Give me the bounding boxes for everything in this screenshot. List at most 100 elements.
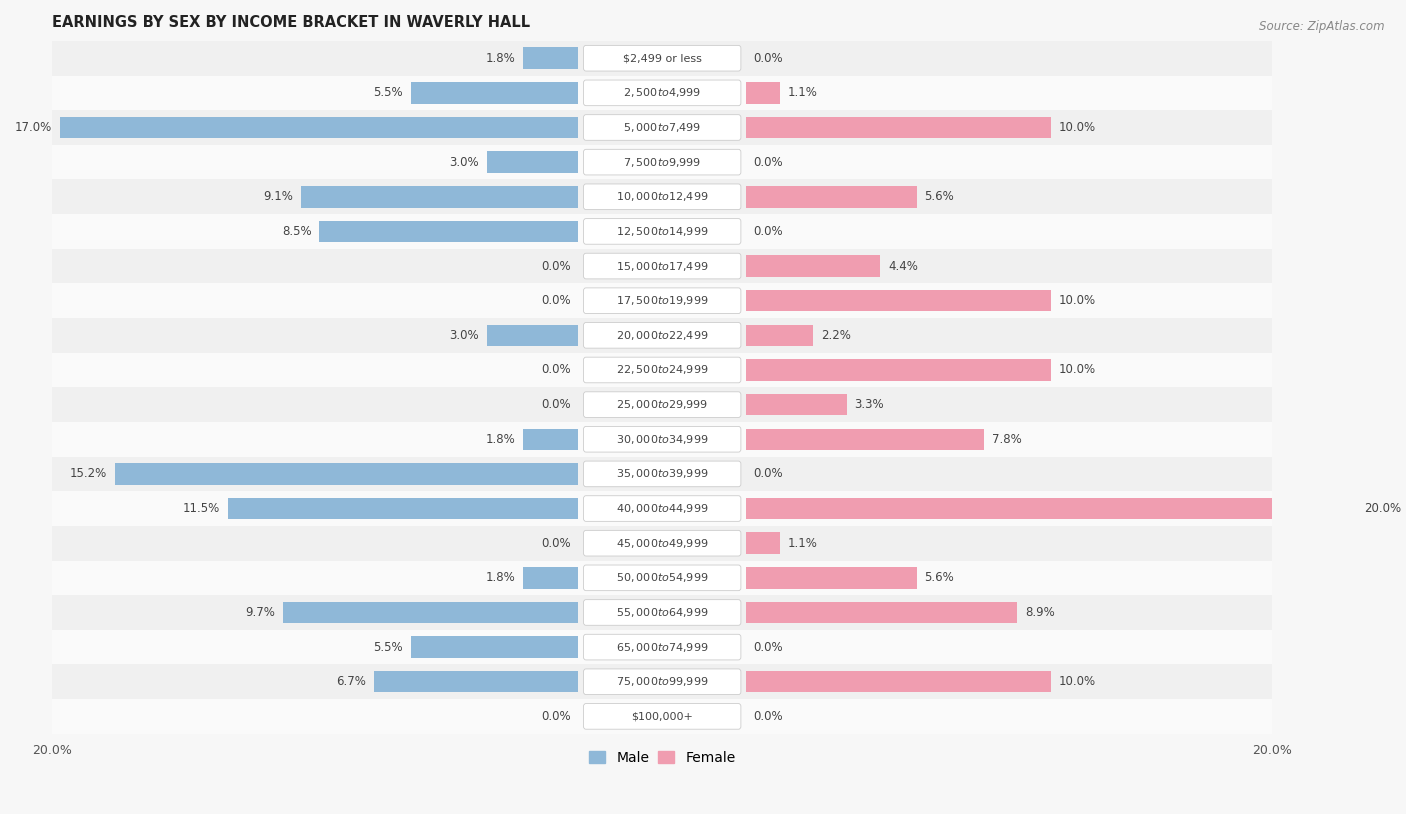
FancyBboxPatch shape [583,669,741,694]
Bar [52,664,1272,699]
Bar [52,110,1272,145]
Text: 5.6%: 5.6% [925,571,955,584]
Bar [747,290,1052,312]
Bar [52,526,1272,561]
Bar [52,318,1272,352]
Bar [747,82,779,103]
Text: 8.9%: 8.9% [1025,606,1054,619]
Text: 0.0%: 0.0% [754,641,783,654]
FancyBboxPatch shape [583,80,741,106]
Text: 5.5%: 5.5% [374,86,404,99]
Bar [747,428,984,450]
Bar [52,699,1272,733]
FancyBboxPatch shape [583,634,741,660]
Text: 11.5%: 11.5% [183,502,219,515]
Text: 10.0%: 10.0% [1059,364,1095,377]
Bar [523,567,578,589]
Text: 0.0%: 0.0% [541,260,571,273]
Text: 1.8%: 1.8% [486,571,516,584]
Text: 5.5%: 5.5% [374,641,404,654]
Text: $65,000 to $74,999: $65,000 to $74,999 [616,641,709,654]
Bar [228,498,578,519]
Bar [486,151,578,173]
Text: 4.4%: 4.4% [887,260,918,273]
Text: 5.6%: 5.6% [925,190,955,204]
FancyBboxPatch shape [583,184,741,209]
Text: $75,000 to $99,999: $75,000 to $99,999 [616,676,709,689]
Bar [523,47,578,69]
Bar [319,221,578,242]
Text: $2,500 to $4,999: $2,500 to $4,999 [623,86,702,99]
Bar [52,561,1272,595]
Text: 1.1%: 1.1% [787,536,817,549]
Text: EARNINGS BY SEX BY INCOME BRACKET IN WAVERLY HALL: EARNINGS BY SEX BY INCOME BRACKET IN WAV… [52,15,530,30]
Bar [52,145,1272,179]
Bar [52,387,1272,422]
FancyBboxPatch shape [583,392,741,418]
Bar [52,352,1272,387]
FancyBboxPatch shape [583,219,741,244]
Text: $45,000 to $49,999: $45,000 to $49,999 [616,536,709,549]
Bar [747,116,1052,138]
Text: $30,000 to $34,999: $30,000 to $34,999 [616,433,709,446]
Text: 0.0%: 0.0% [754,710,783,723]
Bar [52,630,1272,664]
FancyBboxPatch shape [583,565,741,591]
Text: Source: ZipAtlas.com: Source: ZipAtlas.com [1260,20,1385,33]
Text: $12,500 to $14,999: $12,500 to $14,999 [616,225,709,238]
Bar [52,214,1272,249]
FancyBboxPatch shape [583,322,741,348]
Text: $100,000+: $100,000+ [631,711,693,721]
Text: 17.0%: 17.0% [15,121,52,134]
Bar [52,595,1272,630]
Bar [52,422,1272,457]
Text: $50,000 to $54,999: $50,000 to $54,999 [616,571,709,584]
Text: $15,000 to $17,499: $15,000 to $17,499 [616,260,709,273]
Bar [747,498,1355,519]
Bar [52,179,1272,214]
Text: $5,000 to $7,499: $5,000 to $7,499 [623,121,702,134]
FancyBboxPatch shape [583,115,741,140]
Text: 0.0%: 0.0% [541,294,571,307]
Bar [115,463,578,484]
Text: $40,000 to $44,999: $40,000 to $44,999 [616,502,709,515]
FancyBboxPatch shape [583,357,741,383]
FancyBboxPatch shape [583,46,741,71]
Text: $7,500 to $9,999: $7,500 to $9,999 [623,155,702,168]
Text: $55,000 to $64,999: $55,000 to $64,999 [616,606,709,619]
Text: 3.3%: 3.3% [855,398,884,411]
Text: $25,000 to $29,999: $25,000 to $29,999 [616,398,709,411]
FancyBboxPatch shape [583,288,741,313]
Text: 1.8%: 1.8% [486,433,516,446]
FancyBboxPatch shape [583,149,741,175]
Text: 0.0%: 0.0% [754,155,783,168]
Bar [747,532,779,554]
Bar [523,428,578,450]
Bar [52,457,1272,491]
Text: 7.8%: 7.8% [991,433,1021,446]
Bar [411,82,578,103]
Text: 6.7%: 6.7% [336,676,367,689]
Text: 0.0%: 0.0% [541,398,571,411]
FancyBboxPatch shape [583,461,741,487]
Bar [747,671,1052,693]
FancyBboxPatch shape [583,427,741,452]
Bar [747,186,917,208]
Bar [747,394,846,415]
Text: 15.2%: 15.2% [70,467,107,480]
Text: $10,000 to $12,499: $10,000 to $12,499 [616,190,709,204]
Text: 3.0%: 3.0% [450,329,479,342]
Text: $20,000 to $22,499: $20,000 to $22,499 [616,329,709,342]
Bar [60,116,578,138]
Bar [747,359,1052,381]
Text: 0.0%: 0.0% [541,536,571,549]
Bar [52,249,1272,283]
Text: 0.0%: 0.0% [754,225,783,238]
FancyBboxPatch shape [583,531,741,556]
Bar [747,256,880,277]
Bar [374,671,578,693]
Text: 0.0%: 0.0% [541,710,571,723]
Bar [747,602,1018,624]
FancyBboxPatch shape [583,496,741,521]
Text: 0.0%: 0.0% [754,52,783,64]
